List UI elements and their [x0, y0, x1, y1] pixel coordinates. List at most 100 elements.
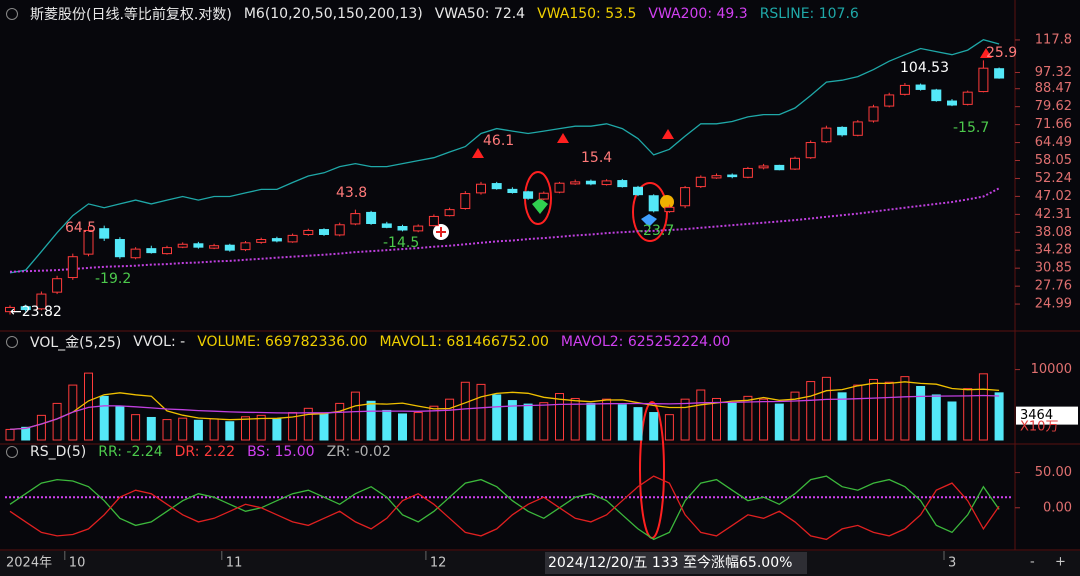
volume-bar [256, 414, 266, 441]
volume-bar [617, 404, 627, 441]
candle-body [240, 242, 251, 251]
header-item: RR: -2.24 [98, 444, 163, 460]
volume-bar [963, 388, 973, 441]
candle-body [758, 165, 769, 169]
volume-bar [523, 403, 533, 441]
volume-bar [712, 397, 721, 441]
candle-body [978, 67, 989, 93]
volume-bar [586, 402, 596, 441]
y-tick-label: 30.85 [1035, 261, 1072, 276]
volume-bar [806, 381, 816, 441]
header-item: RSLINE: 107.6 [759, 6, 859, 22]
candle-body [852, 121, 863, 136]
icon [6, 446, 18, 458]
volume-bar [821, 376, 831, 441]
volume-bar [916, 385, 926, 441]
candle-body [742, 167, 753, 178]
volume-bar [743, 395, 753, 441]
volume-bar [759, 398, 769, 441]
candle-body [962, 91, 973, 105]
candle-body [67, 256, 78, 279]
volume-bar [774, 403, 784, 441]
candle-body [523, 191, 534, 199]
candle-body [319, 229, 329, 235]
zoom-button[interactable]: - [1030, 555, 1035, 570]
y-tick-label: 42.31 [1035, 207, 1072, 222]
volume-bar [398, 413, 407, 441]
candle-body [256, 239, 267, 243]
candle-body [5, 306, 15, 313]
annotation: -19.2 [95, 271, 131, 287]
volume-bar [162, 419, 172, 441]
x-tick-label: 3 [948, 556, 956, 571]
volume-bar [350, 391, 360, 441]
volume-bar [99, 395, 109, 441]
header-item: VWA150: 53.5 [537, 6, 637, 22]
y-tick-label: 0.00 [1043, 500, 1072, 515]
marker-box [1016, 406, 1078, 425]
candle-body [303, 229, 314, 235]
candle-body [931, 89, 942, 102]
candle-body [633, 186, 643, 196]
y-tick-label: 34.28 [1035, 243, 1072, 258]
series-line [9, 187, 1000, 273]
annotation: 104.53 [900, 60, 949, 76]
volume-bar [445, 398, 455, 441]
annotation: -23.7 [638, 223, 674, 239]
candle-body [617, 180, 628, 188]
candle-body [695, 176, 706, 188]
icon [6, 336, 18, 348]
candle-body [994, 68, 1005, 79]
header-item: ZR: -0.02 [326, 444, 391, 460]
candle-body [899, 84, 910, 95]
candle-body [428, 215, 439, 227]
candle-body [99, 228, 110, 239]
candle-body [790, 157, 800, 170]
annotation: 64.5 [65, 220, 96, 236]
series-line [9, 381, 1000, 431]
candle-body [334, 224, 345, 236]
gem-icon [641, 214, 657, 227]
volume-bar [366, 400, 376, 441]
unit-label: X10万 [1020, 420, 1058, 435]
gem-icon [532, 198, 548, 214]
volume-bar [193, 419, 203, 441]
series-line [9, 394, 1000, 431]
volume-bar [555, 393, 564, 441]
x-tick-label: 11 [226, 556, 243, 571]
volume-bar [602, 398, 612, 441]
volume-bar [947, 401, 957, 441]
volume-bar [382, 409, 392, 441]
annotation: 15.4 [581, 150, 612, 166]
candle-body [413, 225, 424, 232]
candle-body [114, 239, 125, 258]
volume-bar [633, 407, 643, 441]
candle-body [821, 127, 832, 143]
triangle [557, 133, 569, 143]
candle-body [130, 248, 141, 259]
y-tick-label: 10000 [1031, 362, 1072, 377]
candle-body [507, 188, 518, 194]
volume-bar [146, 416, 156, 441]
candle-body [162, 247, 172, 255]
volume-bar [131, 414, 141, 441]
y-tick-label: 50.00 [1035, 465, 1072, 480]
candle-body [805, 142, 816, 159]
triangle [472, 148, 484, 158]
volume-bar [570, 397, 580, 441]
header-item: DR: 2.22 [174, 444, 236, 460]
volume-bar [680, 398, 690, 441]
volume-bar [539, 402, 549, 441]
header-item: VVOL: - [133, 334, 186, 350]
y-tick-label: 88.47 [1035, 81, 1072, 96]
header-item: MAVOL1: 681466752.00 [379, 334, 549, 350]
volume-bar [884, 381, 894, 441]
marker-label: 3464 [1020, 408, 1053, 423]
candle-body [774, 164, 785, 171]
volume-bar [931, 394, 941, 441]
zoom-button[interactable]: + [1055, 555, 1066, 570]
candle-body [36, 293, 47, 310]
volume-bar [319, 412, 329, 441]
volume-bar [507, 400, 517, 441]
